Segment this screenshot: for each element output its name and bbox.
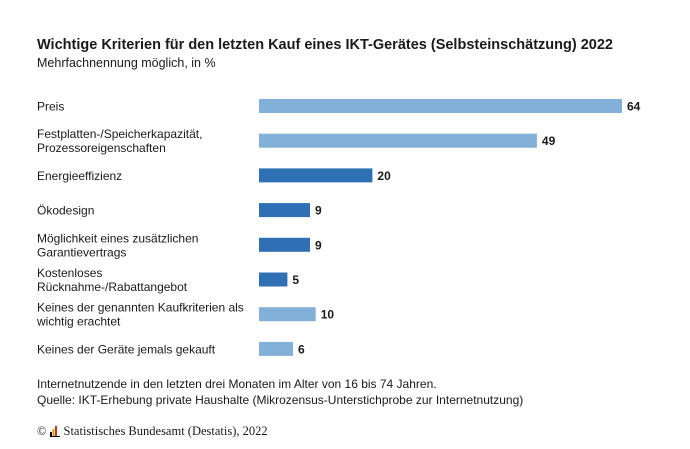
source-note: Quelle: IKT-Erhebung private Haushalte (…: [37, 393, 524, 407]
category-label-3: Ökodesign: [37, 204, 94, 218]
category-label-1-line-1: Prozessoreigenschaften: [37, 141, 166, 155]
category-label-6-line-0: Keines der genannten Kaufkriterien als: [37, 301, 244, 315]
category-label-0: Preis: [37, 100, 64, 114]
value-label-4: 9: [315, 238, 322, 252]
category-label-2: Energieeffizienz: [37, 169, 122, 183]
bar-1: [259, 133, 537, 148]
value-label-1: 49: [542, 134, 556, 148]
value-label-2: 20: [377, 169, 391, 183]
value-label-3: 9: [315, 204, 322, 218]
bar-0: [259, 99, 622, 113]
value-label-0: 64: [627, 100, 641, 114]
value-label-6: 10: [321, 308, 335, 322]
category-label-6-line-1: wichtig erachtet: [36, 315, 121, 329]
copyright-symbol: ©: [37, 424, 47, 438]
category-label-5-line-1: Rücknahme-/Rabattangebot: [37, 280, 188, 294]
category-label-7: Keines der Geräte jemals gekauft: [37, 342, 216, 356]
bar-7: [259, 341, 293, 356]
category-label-1-line-0: Festplatten-/Speicherkapazität,: [37, 127, 202, 141]
category-label-4-line-1: Garantievertrags: [37, 245, 126, 259]
category-label-5-line-0: Kostenloses: [37, 266, 102, 280]
category-label-4-line-0: Möglichkeit eines zusätzlichen: [37, 231, 198, 245]
bar-4: [259, 237, 310, 252]
bar-3: [259, 203, 310, 218]
bar-5: [259, 272, 288, 287]
copyright: © Statistisches Bundesamt (Destatis), 20…: [37, 424, 268, 439]
chart-subtitle: Mehrfachnennung möglich, in %: [37, 56, 216, 70]
copyright-text: Statistisches Bundesamt (Destatis), 2022: [63, 424, 268, 438]
value-label-7: 6: [298, 342, 305, 356]
chart-title: Wichtige Kriterien für den letzten Kauf …: [37, 37, 613, 53]
bar-6: [259, 307, 316, 322]
population-note: Internetnutzende in den letzten drei Mon…: [37, 377, 437, 391]
destatis-logo-icon: [49, 426, 60, 437]
bar-2: [259, 168, 373, 183]
value-label-5: 5: [292, 273, 299, 287]
